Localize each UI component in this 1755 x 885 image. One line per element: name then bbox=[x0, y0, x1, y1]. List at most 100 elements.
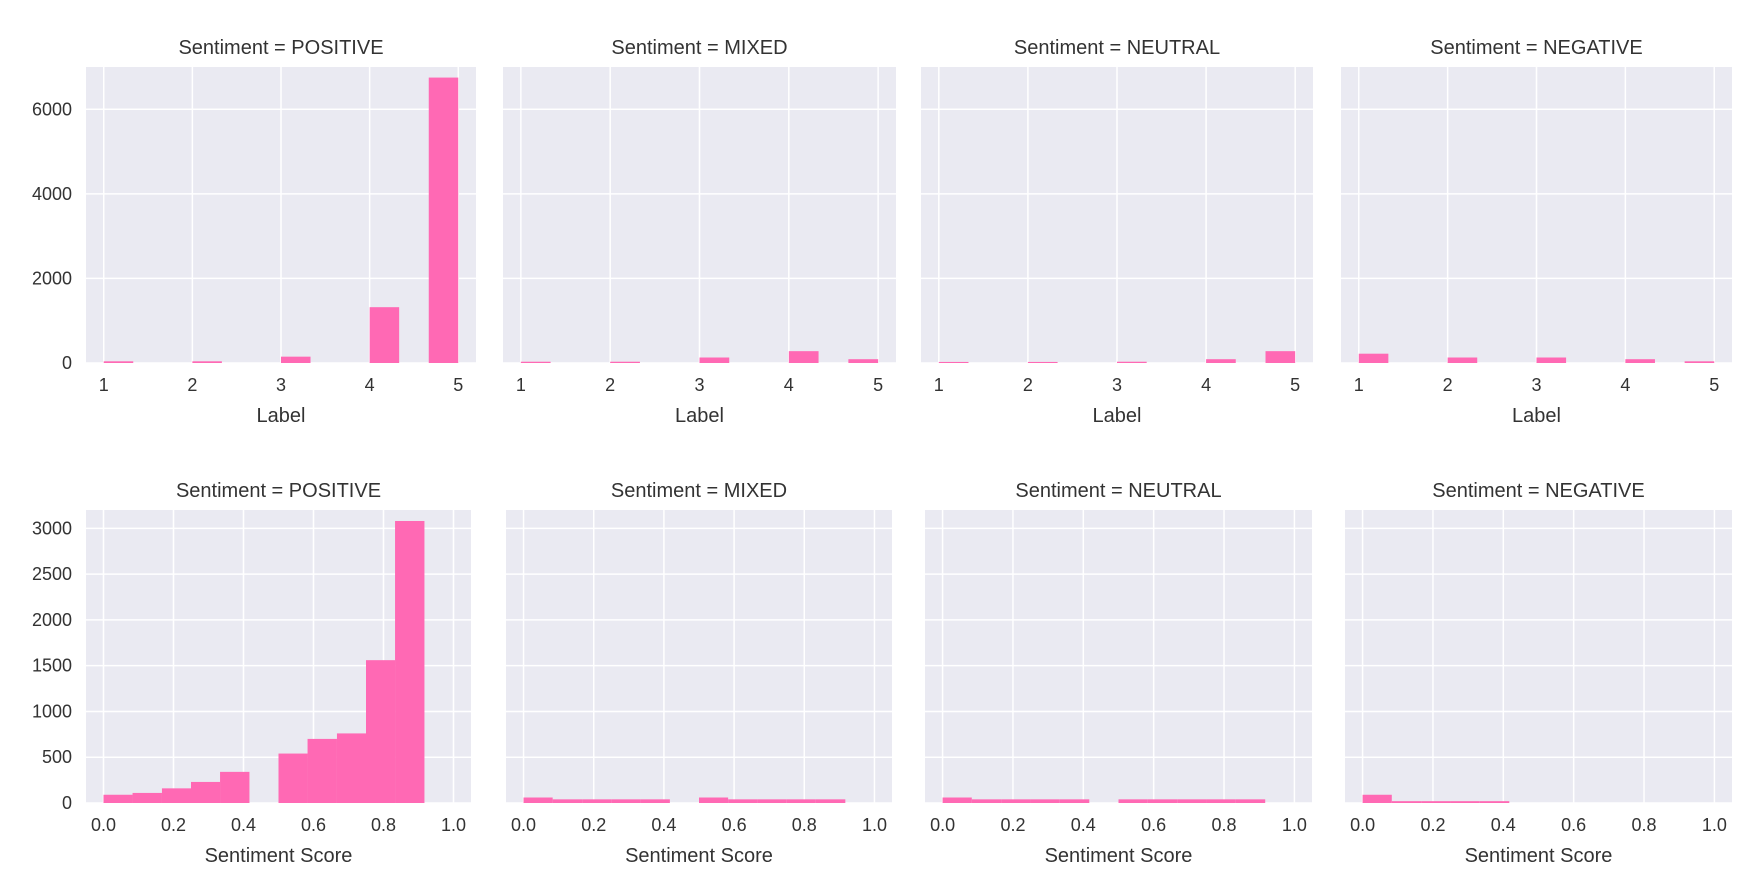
x-tick-label: 3 bbox=[1112, 375, 1122, 395]
histogram-bar bbox=[307, 738, 337, 803]
chart-panel-6: Sentiment = MIXED 0.0 0.2 0.4 0.6 0.8 1.0 Senti… bbox=[506, 480, 892, 867]
x-axis-label: Label bbox=[257, 405, 306, 427]
x-tick-label: 2 bbox=[1443, 375, 1453, 395]
histogram-bar bbox=[103, 794, 133, 803]
x-tick-label: 0.6 bbox=[1561, 815, 1586, 835]
x-tick-label: 0.8 bbox=[371, 815, 396, 835]
chart-panel-4: Sentiment = NEGATIVE 1 2 3 4 5 Label bbox=[1341, 37, 1732, 427]
x-tick-label: 0.0 bbox=[511, 815, 536, 835]
x-axis-label: Label bbox=[1093, 405, 1142, 427]
panel-background bbox=[1345, 510, 1732, 803]
histogram-bar bbox=[1001, 799, 1031, 803]
panel-title: Sentiment = MIXED bbox=[611, 480, 787, 502]
histogram-bar bbox=[1479, 801, 1510, 803]
histogram-bar bbox=[336, 733, 366, 803]
histogram-bar bbox=[191, 781, 221, 803]
histogram-bar bbox=[1030, 799, 1060, 803]
y-tick-label: 0 bbox=[62, 353, 72, 373]
histogram-bar bbox=[1684, 361, 1715, 363]
histogram-bar bbox=[1447, 357, 1478, 363]
histogram-bar bbox=[220, 771, 250, 803]
x-tick-label: 0.4 bbox=[651, 815, 676, 835]
x-tick-label: 1 bbox=[934, 375, 944, 395]
x-tick-label: 1 bbox=[516, 375, 526, 395]
x-axis-label: Sentiment Score bbox=[1465, 845, 1613, 867]
x-tick-label: 3 bbox=[276, 375, 286, 395]
x-tick-label: 0.4 bbox=[1071, 815, 1096, 835]
x-tick-label: 0.6 bbox=[722, 815, 747, 835]
histogram-bar bbox=[1206, 359, 1236, 363]
panel-title: Sentiment = MIXED bbox=[611, 37, 787, 59]
histogram-bar bbox=[1421, 801, 1451, 803]
x-tick-label: 2 bbox=[187, 375, 197, 395]
y-tick-label: 3000 bbox=[32, 518, 72, 538]
y-tick-label: 1500 bbox=[32, 656, 72, 676]
x-tick-label: 4 bbox=[1201, 375, 1211, 395]
x-axis-label: Sentiment Score bbox=[205, 845, 353, 867]
y-tick-label: 500 bbox=[42, 747, 72, 767]
x-tick-label: 5 bbox=[1709, 375, 1719, 395]
x-tick-label: 5 bbox=[453, 375, 463, 395]
chart-panel-1: Sentiment = POSITIVE 1 2 3 4 5 0 2000 4000 6000 La… bbox=[32, 37, 476, 427]
histogram-bar bbox=[728, 799, 758, 803]
x-tick-label: 0.2 bbox=[161, 815, 186, 835]
histogram-bar bbox=[1362, 794, 1392, 803]
histogram-bar bbox=[278, 753, 308, 803]
histogram-bar bbox=[786, 799, 816, 803]
chart-panel-7: Sentiment = NEUTRAL 0.0 0.2 0.4 0.6 0.8 1.0 Sen… bbox=[925, 480, 1312, 867]
panel-title: Sentiment = POSITIVE bbox=[178, 37, 383, 59]
x-tick-label: 0.4 bbox=[1491, 815, 1516, 835]
x-tick-label: 3 bbox=[1531, 375, 1541, 395]
x-tick-label: 0.0 bbox=[91, 815, 116, 835]
histogram-bar bbox=[520, 361, 551, 363]
chart-panel-5: Sentiment = POSITIVE 0.0 0.2 0.4 0.6 0.8 1.0 0 5… bbox=[32, 480, 471, 867]
histogram-bar bbox=[1625, 359, 1655, 363]
x-tick-label: 0.8 bbox=[792, 815, 817, 835]
histogram-bar bbox=[942, 797, 972, 803]
x-tick-label: 0.6 bbox=[301, 815, 326, 835]
x-axis-label: Sentiment Score bbox=[1045, 845, 1193, 867]
y-tick-label: 2000 bbox=[32, 610, 72, 630]
y-tick-label: 1000 bbox=[32, 701, 72, 721]
x-tick-label: 0.6 bbox=[1141, 815, 1166, 835]
histogram-bar bbox=[1265, 351, 1296, 363]
chart-panel-2: Sentiment = MIXED 1 2 3 4 5 Label bbox=[503, 37, 896, 427]
x-tick-label: 0.8 bbox=[1632, 815, 1657, 835]
panel-title: Sentiment = POSITIVE bbox=[176, 480, 381, 502]
histogram-bar bbox=[640, 799, 670, 803]
x-tick-label: 0.8 bbox=[1212, 815, 1237, 835]
histogram-bar bbox=[103, 361, 134, 363]
histogram-bar bbox=[1118, 799, 1148, 803]
histogram-bar bbox=[161, 788, 191, 803]
histogram-bar bbox=[757, 799, 787, 803]
panel-title: Sentiment = NEGATIVE bbox=[1430, 37, 1643, 59]
x-tick-label: 2 bbox=[1023, 375, 1033, 395]
x-tick-label: 3 bbox=[694, 375, 704, 395]
histogram-bar bbox=[428, 77, 459, 364]
histogram-bar bbox=[610, 361, 640, 363]
chart-panel-3: Sentiment = NEUTRAL 1 2 3 4 5 Label bbox=[921, 37, 1313, 427]
y-tick-label: 4000 bbox=[32, 184, 72, 204]
histogram-bar bbox=[1177, 799, 1207, 803]
histogram-bar bbox=[281, 356, 311, 363]
x-tick-label: 2 bbox=[605, 375, 615, 395]
histogram-bar bbox=[1206, 799, 1236, 803]
y-tick-label: 2000 bbox=[32, 268, 72, 288]
histogram-bar bbox=[971, 799, 1002, 803]
histogram-bar bbox=[1536, 357, 1567, 363]
x-tick-label: 0.4 bbox=[231, 815, 256, 835]
panel-background bbox=[506, 510, 892, 803]
x-tick-label: 1.0 bbox=[441, 815, 466, 835]
x-tick-label: 0.2 bbox=[581, 815, 606, 835]
x-tick-label: 1.0 bbox=[1702, 815, 1727, 835]
x-tick-label: 0.0 bbox=[930, 815, 955, 835]
panel-title: Sentiment = NEGATIVE bbox=[1432, 480, 1645, 502]
x-axis-label: Label bbox=[675, 405, 724, 427]
x-tick-label: 0.0 bbox=[1350, 815, 1375, 835]
y-tick-label: 0 bbox=[62, 793, 72, 813]
histogram-bar bbox=[938, 361, 969, 363]
histogram-bar bbox=[788, 351, 819, 363]
histogram-bar bbox=[1391, 801, 1422, 803]
histogram-bar bbox=[815, 799, 846, 803]
